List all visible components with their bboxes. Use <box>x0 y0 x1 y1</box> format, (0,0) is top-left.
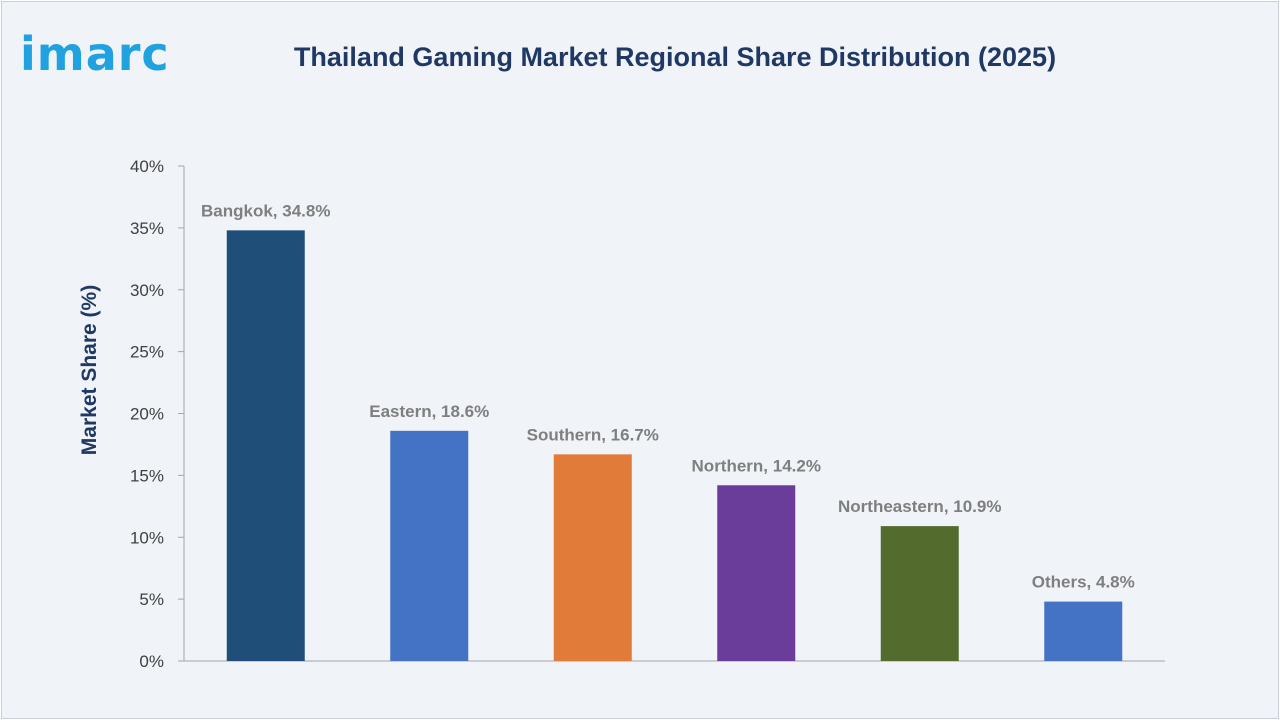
bar-others <box>1044 601 1123 661</box>
data-label-others: Others, 4.8% <box>1032 573 1135 592</box>
y-tick-label: 20% <box>130 405 164 424</box>
y-tick-label: 10% <box>130 528 164 547</box>
bar-southern <box>553 454 632 661</box>
axes: 0% 5% 10% 15% 20% 25% 30% 35% 40% <box>130 157 1165 671</box>
data-label-northeastern: Northeastern, 10.9% <box>838 497 1001 516</box>
y-tick-label: 35% <box>130 219 164 238</box>
bar-eastern <box>390 430 469 661</box>
y-tick-label: 30% <box>130 281 164 300</box>
y-tick-label: 25% <box>130 343 164 362</box>
logo-text: imarc <box>20 27 170 81</box>
data-label-northern: Northern, 14.2% <box>692 456 821 475</box>
y-tick-label: 5% <box>139 590 164 609</box>
bars <box>226 230 1123 661</box>
bar-bangkok <box>226 230 305 661</box>
y-tick-label: 40% <box>130 157 164 176</box>
y-tick-label: 15% <box>130 466 164 485</box>
data-label-southern: Southern, 16.7% <box>527 425 659 444</box>
y-tick-label: 0% <box>139 652 164 671</box>
y-axis-label: Market Share (%) <box>78 285 101 455</box>
chart-title: Thailand Gaming Market Regional Share Di… <box>293 42 1057 72</box>
data-label-eastern: Eastern, 18.6% <box>369 402 489 421</box>
bar-northern <box>717 485 796 661</box>
data-labels: Bangkok, 34.8% Eastern, 18.6% Southern, 16… <box>201 201 1135 591</box>
data-label-bangkok: Bangkok, 34.8% <box>201 201 330 220</box>
bar-northeastern <box>880 526 959 661</box>
imarc-logo: imarc <box>20 27 170 81</box>
